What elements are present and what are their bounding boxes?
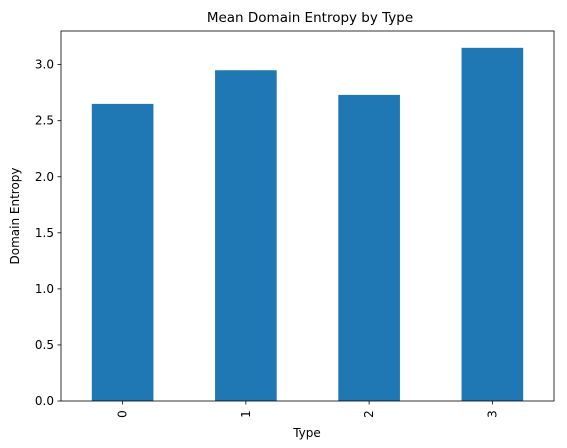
y-axis-ticks: 0.0 0.5 1.0 1.5 2.0 2.5 3.0: [35, 58, 61, 408]
x-tick-label: 0: [116, 410, 130, 418]
y-tick-label: 1.5: [35, 226, 54, 240]
plot-frame: [60, 30, 555, 402]
y-tick-label: 0.0: [35, 394, 54, 408]
y-tick-label: 0.5: [35, 338, 54, 352]
x-tick-label: 2: [362, 410, 376, 418]
bar-type-3: [461, 47, 524, 402]
bar-type-0: [91, 103, 154, 401]
bar-type-1: [215, 70, 277, 401]
y-tick-label: 2.0: [35, 170, 54, 184]
y-tick-label: 1.0: [35, 282, 54, 296]
x-axis-label: Type: [292, 426, 321, 440]
x-axis-ticks: 0 1 2 3: [116, 401, 499, 418]
x-tick-label: 3: [485, 410, 499, 418]
bar-type-2: [338, 94, 400, 401]
y-tick-label: 3.0: [35, 58, 54, 72]
bars-group: [91, 47, 524, 402]
chart-title: Mean Domain Entropy by Type: [207, 10, 413, 26]
y-tick-label: 2.5: [35, 114, 54, 128]
y-axis-label: Domain Entropy: [8, 167, 22, 264]
x-tick-label: 1: [239, 410, 253, 418]
